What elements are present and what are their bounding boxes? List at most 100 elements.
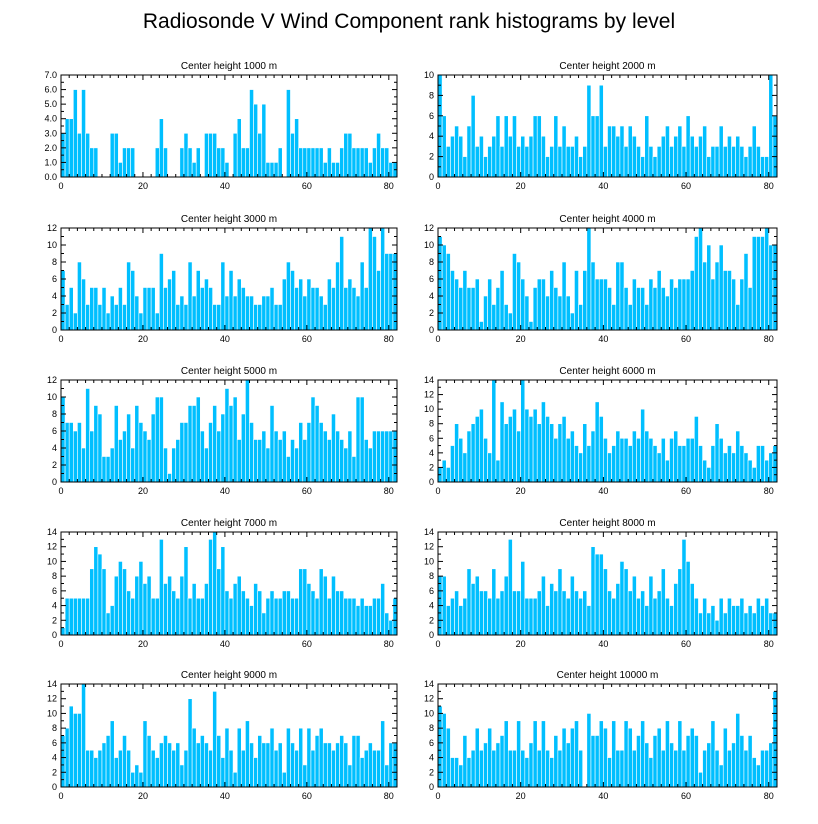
bar-bin-77 bbox=[756, 146, 761, 178]
bar-bin-10 bbox=[479, 408, 484, 483]
bar-bin-64 bbox=[702, 749, 708, 788]
bars bbox=[437, 227, 778, 331]
bar-bin-71 bbox=[351, 147, 357, 178]
bar-bin-42 bbox=[232, 132, 238, 178]
bar-bin-67 bbox=[335, 590, 340, 636]
x-tick-label: 0 bbox=[435, 486, 440, 496]
y-tick-label: 12 bbox=[424, 390, 434, 400]
bar-bin-22 bbox=[150, 749, 156, 788]
y-tick-label: 2 bbox=[429, 152, 434, 162]
bar-bin-53 bbox=[656, 270, 662, 331]
bar-bin-49 bbox=[261, 295, 267, 331]
bar-bin-72 bbox=[735, 135, 741, 178]
bar-bin-21 bbox=[146, 735, 152, 788]
bar-bin-20 bbox=[520, 379, 526, 483]
bar-bin-12 bbox=[487, 727, 493, 788]
bar-bin-12 bbox=[109, 720, 115, 788]
bar-bin-34 bbox=[578, 749, 583, 788]
bar-bin-76 bbox=[751, 757, 757, 788]
bar-bin-61 bbox=[689, 437, 695, 483]
bar-bin-28 bbox=[553, 115, 559, 178]
bar-bin-16 bbox=[126, 261, 131, 331]
bar-bin-58 bbox=[298, 727, 304, 788]
bar-bin-61 bbox=[310, 147, 316, 178]
x-tick-label: 80 bbox=[764, 181, 774, 191]
bar-bin-49 bbox=[261, 612, 267, 636]
bars bbox=[437, 379, 778, 483]
bar-bin-17 bbox=[130, 147, 136, 178]
bar-bin-60 bbox=[306, 583, 312, 636]
bar-bin-46 bbox=[627, 125, 633, 178]
bar-bin-18 bbox=[512, 590, 517, 636]
bar-bin-48 bbox=[636, 597, 641, 636]
bar-bin-19 bbox=[138, 422, 144, 483]
bar-bin-21 bbox=[524, 597, 530, 636]
bar-bin-73 bbox=[739, 278, 745, 331]
bar-bin-67 bbox=[335, 261, 340, 331]
bar-bin-54 bbox=[281, 278, 287, 331]
bar-bin-40 bbox=[603, 437, 608, 483]
bar-bin-35 bbox=[582, 590, 588, 636]
bar-bin-68 bbox=[718, 125, 724, 178]
bar-bin-26 bbox=[545, 416, 550, 483]
bar-bin-17 bbox=[507, 135, 513, 178]
bar-bin-27 bbox=[549, 757, 555, 788]
bar-bin-21 bbox=[524, 408, 530, 483]
bar-bin-51 bbox=[648, 278, 654, 331]
bar-bin-48 bbox=[257, 439, 263, 483]
bar-bin-50 bbox=[265, 742, 271, 788]
bar-bin-13 bbox=[491, 379, 497, 483]
bar-bin-7 bbox=[466, 757, 472, 788]
y-tick-label: 4 bbox=[429, 753, 434, 763]
bar-bin-44 bbox=[619, 437, 625, 483]
bar-bin-51 bbox=[269, 287, 275, 331]
bar-bin-27 bbox=[549, 146, 555, 178]
bar-bin-13 bbox=[491, 749, 497, 788]
bar-bin-18 bbox=[134, 764, 140, 788]
bar-bin-66 bbox=[710, 445, 716, 483]
bar-bin-59 bbox=[681, 539, 687, 636]
bar-bin-71 bbox=[731, 146, 736, 178]
bar-bin-66 bbox=[331, 749, 336, 788]
bar-bin-16 bbox=[503, 575, 509, 636]
bar-bin-55 bbox=[665, 295, 670, 331]
bar-bin-7 bbox=[466, 125, 472, 178]
bar-bin-29 bbox=[557, 749, 563, 788]
y-tick-label: 0 bbox=[52, 782, 57, 792]
bar-bin-32 bbox=[569, 430, 575, 483]
bar-bin-57 bbox=[673, 430, 679, 483]
bar-bin-30 bbox=[561, 727, 567, 788]
bar-bin-31 bbox=[187, 597, 193, 636]
bar-bin-10 bbox=[101, 742, 107, 788]
bar-bin-16 bbox=[503, 720, 509, 788]
bar-bin-52 bbox=[652, 156, 658, 178]
bar-bin-76 bbox=[372, 749, 377, 788]
bar-bin-75 bbox=[747, 146, 753, 178]
bar-bin-41 bbox=[607, 452, 612, 483]
bar-bin-6 bbox=[85, 388, 90, 483]
bar-bin-67 bbox=[714, 261, 720, 331]
bar-bin-50 bbox=[644, 742, 650, 788]
panel-title: Center height 6000 m bbox=[559, 366, 655, 377]
bar-bin-77 bbox=[376, 597, 381, 636]
bar-bin-5 bbox=[81, 447, 86, 483]
bar-bin-4 bbox=[77, 261, 82, 331]
bar-bin-10 bbox=[101, 456, 107, 483]
bar-bin-5 bbox=[458, 135, 464, 178]
bar-bin-23 bbox=[532, 408, 538, 483]
bar-bin-74 bbox=[743, 253, 749, 331]
bar-bin-63 bbox=[698, 135, 703, 178]
bar-bin-35 bbox=[204, 447, 209, 483]
bar-bin-55 bbox=[286, 261, 291, 331]
bar-bin-4 bbox=[454, 423, 459, 483]
bar-bin-47 bbox=[253, 439, 258, 483]
bar-bin-12 bbox=[109, 295, 115, 331]
bar-bin-76 bbox=[751, 236, 757, 331]
bar-bin-27 bbox=[171, 590, 177, 636]
bar-bin-76 bbox=[751, 125, 757, 178]
bar-bin-36 bbox=[208, 422, 213, 483]
panel-6: Center height 6000 m 0 20 40 60 80 0 2 4 6 8 10 12 14 bbox=[424, 366, 778, 496]
panel-2: Center height 2000 m 0 20 40 60 80 0 2 4 6 8 10 bbox=[424, 61, 778, 191]
bar-bin-64 bbox=[702, 125, 708, 178]
bar-bin-62 bbox=[314, 287, 320, 331]
